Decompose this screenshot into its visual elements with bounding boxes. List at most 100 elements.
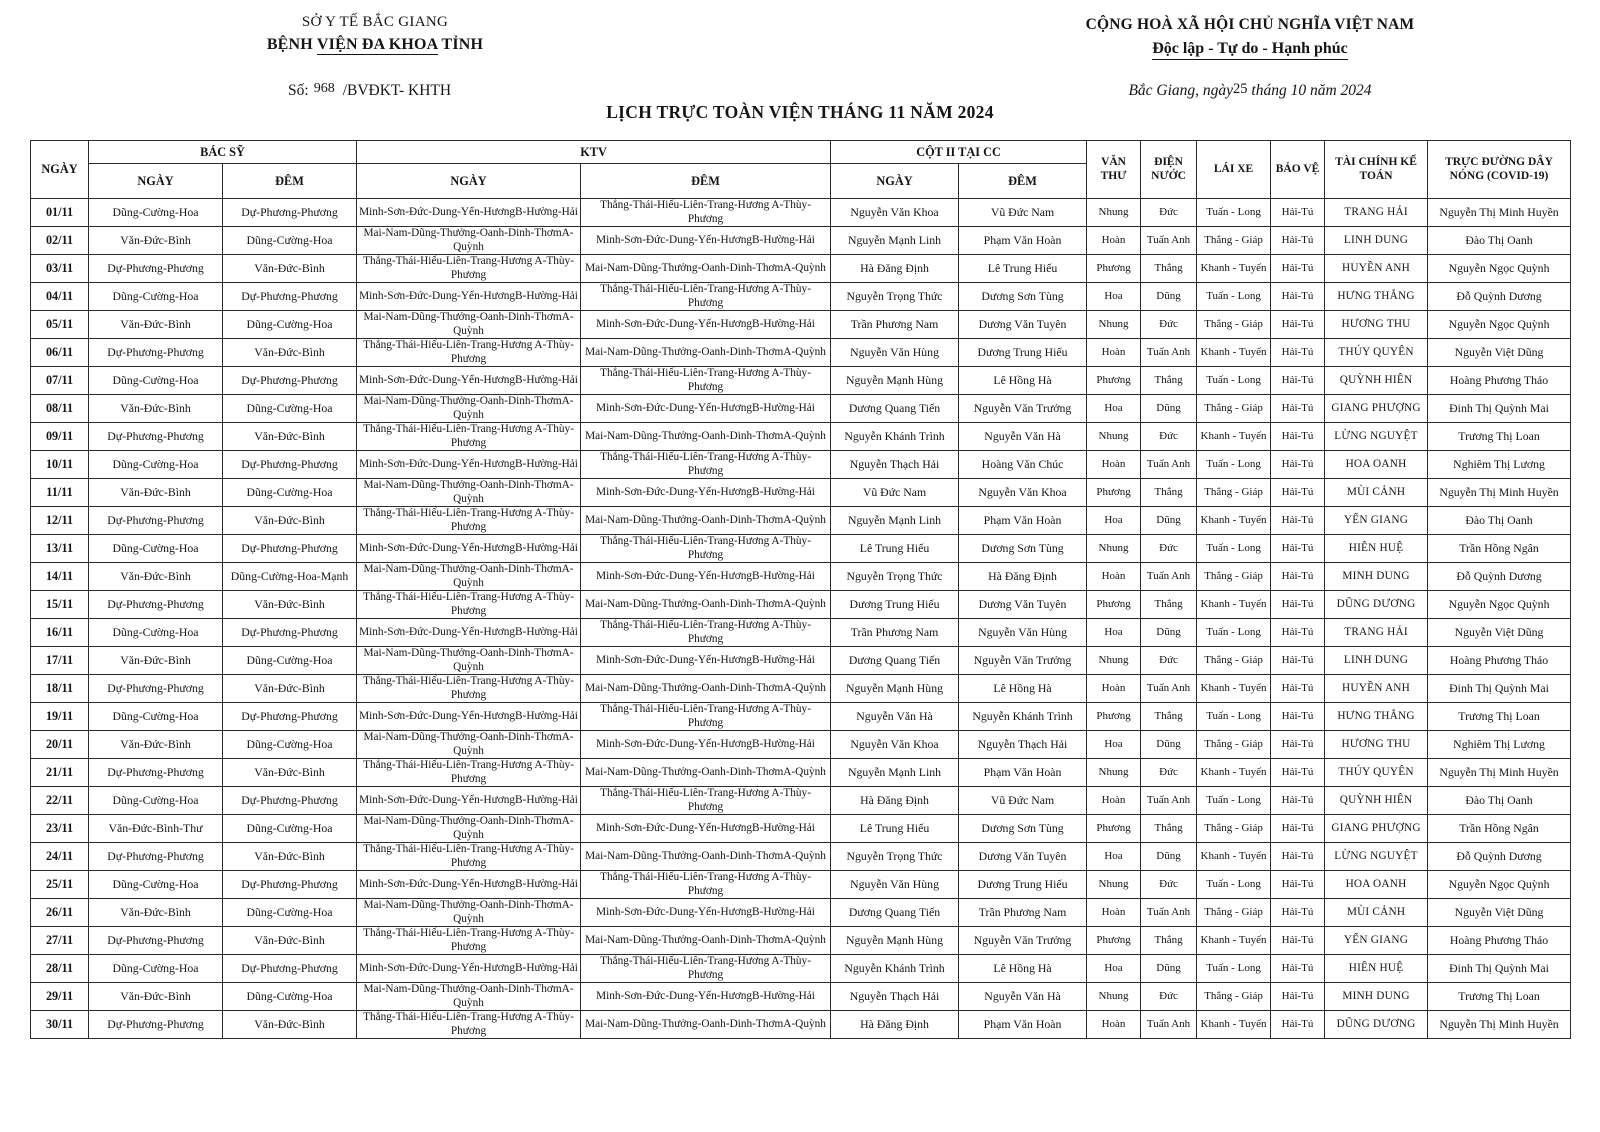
cell-bao-ve: Hải-Tú <box>1270 422 1326 451</box>
cell-ktv-night: Thắng-Thái-Hiếu-Liên-Trang-Hương A-Thùy-… <box>580 702 832 731</box>
cell-tai-chinh: YẾN GIANG <box>1324 506 1429 535</box>
cell-doctor-day: Văn-Đức-Bình <box>88 646 223 675</box>
issue-date-line: Bắc Giang, ngày25 tháng 10 năm 2024 <box>985 81 1515 100</box>
cell-doctor-night: Dũng-Cường-Hoa <box>221 478 358 507</box>
cell-bao-ve: Hải-Tú <box>1270 954 1326 983</box>
cell-doctor-night: Dự-Phương-Phương <box>221 870 358 899</box>
cell-day: 05/11 <box>30 310 89 339</box>
cell-cot2-day: Nguyễn Khánh Trình <box>830 954 960 983</box>
cell-doctor-day: Văn-Đức-Bình <box>88 730 223 759</box>
cell-ktv-night: Minh-Sơn-Đức-Dung-Yến-HươngB-Hường-Hải <box>580 646 832 675</box>
table-row: 21/11 Dự-Phương-Phương Văn-Đức-Bình Thắng-T… <box>30 758 1572 787</box>
cell-doctor-day: Dự-Phương-Phương <box>88 842 223 871</box>
cell-ktv-day: Minh-Sơn-Đức-Dung-Yến-HươngB-Hường-Hải <box>356 954 582 983</box>
cell-cot2-night: Nguyễn Khánh Trình <box>958 702 1088 731</box>
cell-doctor-night: Dũng-Cường-Hoa <box>221 814 358 843</box>
doc-number-value: 968 <box>313 81 335 96</box>
cell-cot2-day: Dương Quang Tiến <box>830 898 960 927</box>
cell-cot2-day: Nguyễn Khánh Trình <box>830 422 960 451</box>
cell-tai-chinh: HIÊN HUỆ <box>1324 534 1429 563</box>
cell-dien-nuoc: Tuấn Anh <box>1140 562 1198 591</box>
cell-ktv-night: Minh-Sơn-Đức-Dung-Yến-HươngB-Hường-Hải <box>580 730 832 759</box>
cell-ktv-night: Mai-Nam-Dũng-Thưởng-Oanh-Dinh-ThơmA-Quỳn… <box>580 506 832 535</box>
cell-cot2-day: Nguyễn Mạnh Hùng <box>830 926 960 955</box>
country-name: CỘNG HOÀ XÃ HỘI CHỦ NGHĨA VIỆT NAM <box>1085 16 1415 33</box>
cell-doctor-night: Văn-Đức-Bình <box>221 758 358 787</box>
cell-cot2-day: Nguyễn Thạch Hải <box>830 982 960 1011</box>
cell-bao-ve: Hải-Tú <box>1270 842 1326 871</box>
cell-van-thu: Nhung <box>1086 758 1142 787</box>
cell-cot2-night: Dương Trung Hiếu <box>958 870 1088 899</box>
cell-bao-ve: Hải-Tú <box>1270 758 1326 787</box>
cell-lai-xe: Tuấn - Long <box>1196 870 1272 899</box>
cell-day: 21/11 <box>30 758 89 787</box>
table-row: 16/11 Dũng-Cường-Hoa Dự-Phương-Phương Minh-… <box>30 618 1572 647</box>
cell-ktv-night: Mai-Nam-Dũng-Thưởng-Oanh-Dinh-ThơmA-Quỳn… <box>580 422 832 451</box>
cell-hotline: Nguyễn Thị Minh Huyền <box>1427 198 1572 227</box>
table-row: 22/11 Dũng-Cường-Hoa Dự-Phương-Phương Minh-… <box>30 786 1572 815</box>
cell-hotline: Đỗ Quỳnh Dương <box>1427 842 1572 871</box>
cell-van-thu: Phương <box>1086 478 1142 507</box>
cell-doctor-day: Dũng-Cường-Hoa <box>88 870 223 899</box>
cell-doctor-day: Dũng-Cường-Hoa <box>88 702 223 731</box>
cell-van-thu: Hoa <box>1086 394 1142 423</box>
cell-ktv-night: Minh-Sơn-Đức-Dung-Yến-HươngB-Hường-Hải <box>580 898 832 927</box>
cell-cot2-night: Hoàng Văn Chúc <box>958 450 1088 479</box>
cell-doctor-night: Văn-Đức-Bình <box>221 254 358 283</box>
cell-dien-nuoc: Đức <box>1140 198 1198 227</box>
cell-tai-chinh: THÚY QUYÊN <box>1324 338 1429 367</box>
cell-ktv-day: Mai-Nam-Dũng-Thưởng-Oanh-Dinh-ThơmA-Quỳn… <box>356 310 582 339</box>
col-header-ktv-day: NGÀY <box>356 163 582 199</box>
cell-ktv-night: Mai-Nam-Dũng-Thưởng-Oanh-Dinh-ThơmA-Quỳn… <box>580 758 832 787</box>
cell-ktv-day: Thắng-Thái-Hiếu-Liên-Trang-Hương A-Thùy-… <box>356 842 582 871</box>
cell-dien-nuoc: Tuấn Anh <box>1140 1010 1198 1039</box>
cell-ktv-night: Minh-Sơn-Đức-Dung-Yến-HươngB-Hường-Hải <box>580 310 832 339</box>
cell-ktv-day: Thắng-Thái-Hiếu-Liên-Trang-Hương A-Thùy-… <box>356 674 582 703</box>
cell-day: 12/11 <box>30 506 89 535</box>
cell-cot2-night: Phạm Văn Hoàn <box>958 226 1088 255</box>
table-row: 15/11 Dự-Phương-Phương Văn-Đức-Bình Thắng-T… <box>30 590 1572 619</box>
table-row: 11/11 Văn-Đức-Bình Dũng-Cường-Hoa Mai-Nam-D… <box>30 478 1572 507</box>
cell-cot2-night: Lê Trung Hiếu <box>958 254 1088 283</box>
cell-tai-chinh: TRANG HẢI <box>1324 198 1429 227</box>
cell-doctor-night: Văn-Đức-Bình <box>221 506 358 535</box>
cell-dien-nuoc: Thắng <box>1140 926 1198 955</box>
cell-doctor-day: Dũng-Cường-Hoa <box>88 618 223 647</box>
schedule-header: NGÀY BÁC SỸ KTV CỘT II TẠI CC VĂN THƯ ĐI… <box>30 140 1572 199</box>
cell-ktv-day: Minh-Sơn-Đức-Dung-Yến-HươngB-Hường-Hải <box>356 534 582 563</box>
cell-lai-xe: Tuấn - Long <box>1196 618 1272 647</box>
cell-doctor-day: Dự-Phương-Phương <box>88 506 223 535</box>
cell-doctor-night: Văn-Đức-Bình <box>221 674 358 703</box>
cell-cot2-day: Nguyễn Mạnh Hùng <box>830 366 960 395</box>
cell-bao-ve: Hải-Tú <box>1270 898 1326 927</box>
table-row: 02/11 Văn-Đức-Bình Dũng-Cường-Hoa Mai-Nam-D… <box>30 226 1572 255</box>
cell-doctor-night: Dự-Phương-Phương <box>221 702 358 731</box>
cell-bao-ve: Hải-Tú <box>1270 254 1326 283</box>
cell-doctor-night: Dự-Phương-Phương <box>221 366 358 395</box>
cell-bao-ve: Hải-Tú <box>1270 198 1326 227</box>
cell-ktv-day: Minh-Sơn-Đức-Dung-Yến-HươngB-Hường-Hải <box>356 618 582 647</box>
cell-ktv-day: Thắng-Thái-Hiếu-Liên-Trang-Hương A-Thùy-… <box>356 1010 582 1039</box>
cell-doctor-night: Văn-Đức-Bình <box>221 422 358 451</box>
cell-tai-chinh: HƯNG THẮNG <box>1324 282 1429 311</box>
cell-van-thu: Hoàn <box>1086 674 1142 703</box>
cell-hotline: Đinh Thị Quỳnh Mai <box>1427 674 1572 703</box>
cell-lai-xe: Thắng - Giáp <box>1196 730 1272 759</box>
cell-day: 24/11 <box>30 842 89 871</box>
cell-doctor-night: Dự-Phương-Phương <box>221 198 358 227</box>
cell-doctor-night: Dự-Phương-Phương <box>221 618 358 647</box>
cell-van-thu: Hoàn <box>1086 562 1142 591</box>
cell-ktv-night: Minh-Sơn-Đức-Dung-Yến-HươngB-Hường-Hải <box>580 562 832 591</box>
cell-doctor-night: Dũng-Cường-Hoa <box>221 982 358 1011</box>
cell-cot2-day: Nguyễn Mạnh Linh <box>830 758 960 787</box>
cell-lai-xe: Tuấn - Long <box>1196 198 1272 227</box>
cell-cot2-day: Nguyễn Mạnh Linh <box>830 226 960 255</box>
cell-doctor-night: Văn-Đức-Bình <box>221 926 358 955</box>
cell-bao-ve: Hải-Tú <box>1270 814 1326 843</box>
cell-tai-chinh: HƯƠNG THU <box>1324 310 1429 339</box>
cell-cot2-night: Dương Văn Tuyên <box>958 590 1088 619</box>
cell-ktv-night: Thắng-Thái-Hiếu-Liên-Trang-Hương A-Thùy-… <box>580 450 832 479</box>
table-row: 04/11 Dũng-Cường-Hoa Dự-Phương-Phương Minh-… <box>30 282 1572 311</box>
cell-van-thu: Nhung <box>1086 534 1142 563</box>
cell-day: 07/11 <box>30 366 89 395</box>
